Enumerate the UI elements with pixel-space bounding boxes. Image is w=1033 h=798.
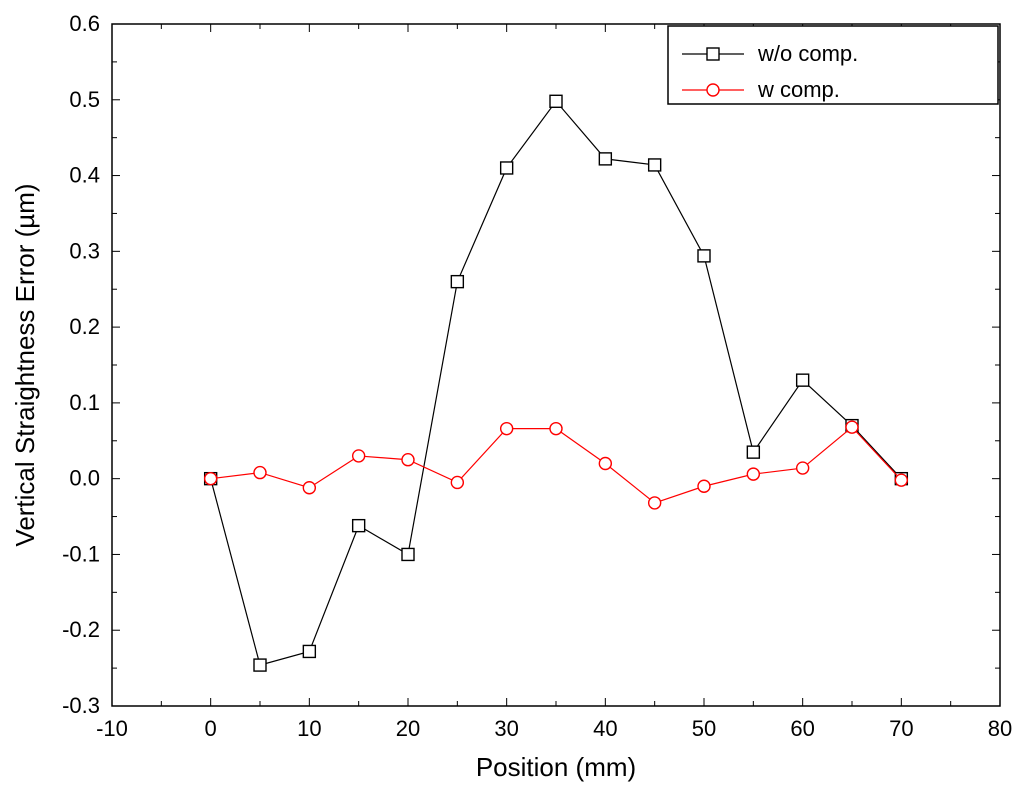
series-wo_comp-marker xyxy=(451,276,463,288)
series-wo_comp-marker xyxy=(353,520,365,532)
y-tick-label: -0.1 xyxy=(62,541,100,566)
series-w_comp-marker xyxy=(402,454,414,466)
x-tick-label: 70 xyxy=(889,716,913,741)
y-tick-label: 0.5 xyxy=(69,87,100,112)
x-tick-label: -10 xyxy=(96,716,128,741)
series-wo_comp-marker xyxy=(254,659,266,671)
series-w_comp-marker xyxy=(303,482,315,494)
legend: w/o comp. w comp. xyxy=(668,26,998,104)
series-wo_comp-marker xyxy=(501,162,513,174)
series-w_comp-marker xyxy=(550,423,562,435)
series-w_comp-marker xyxy=(501,423,513,435)
legend-w_comp-label: w comp. xyxy=(757,77,840,102)
chart-container: -10 0 10 20 30 40 50 60 70 80 -0.3 -0.2 -0.1 0.0 0.1 0.… xyxy=(0,0,1033,798)
straightness-error-chart: -10 0 10 20 30 40 50 60 70 80 -0.3 -0.2 -0.1 0.0 0.1 0.… xyxy=(0,0,1033,798)
x-tick-label: 30 xyxy=(494,716,518,741)
series-wo_comp-marker xyxy=(599,153,611,165)
x-tick-label: 0 xyxy=(205,716,217,741)
series-w_comp-marker xyxy=(797,462,809,474)
y-tick-label: 0.4 xyxy=(69,163,100,188)
y-tick-label: -0.3 xyxy=(62,693,100,718)
series-wo_comp-marker xyxy=(402,548,414,560)
x-tick-label: 50 xyxy=(692,716,716,741)
y-tick-label: 0.6 xyxy=(69,11,100,36)
x-tick-label: 60 xyxy=(790,716,814,741)
legend-wo_comp-label: w/o comp. xyxy=(757,41,858,66)
series-w_comp-marker xyxy=(451,476,463,488)
y-tick-label: 0.2 xyxy=(69,314,100,339)
y-tick-label: 0.3 xyxy=(69,238,100,263)
series-w_comp-marker xyxy=(599,458,611,470)
series-w_comp-marker xyxy=(353,450,365,462)
series-w_comp-marker xyxy=(895,474,907,486)
y-tick-label: 0.1 xyxy=(69,390,100,415)
y-tick-label: 0.0 xyxy=(69,466,100,491)
series-wo_comp-marker xyxy=(550,95,562,107)
series-w_comp-marker xyxy=(747,468,759,480)
series-wo_comp-marker xyxy=(698,250,710,262)
series-w_comp-marker xyxy=(649,497,661,509)
series-wo_comp-marker xyxy=(797,374,809,386)
x-tick-label: 80 xyxy=(988,716,1012,741)
y-axis-label: Vertical Straightness Error (µm) xyxy=(10,183,40,546)
series-wo_comp-marker xyxy=(303,645,315,657)
series-wo_comp-marker xyxy=(747,446,759,458)
y-tick-label: -0.2 xyxy=(62,617,100,642)
chart-background xyxy=(0,0,1033,798)
x-axis-label: Position (mm) xyxy=(476,752,636,782)
legend-wo_comp-marker xyxy=(707,48,719,60)
series-w_comp-marker xyxy=(846,421,858,433)
x-tick-label: 10 xyxy=(297,716,321,741)
x-tick-label: 40 xyxy=(593,716,617,741)
x-tick-label: 20 xyxy=(396,716,420,741)
series-wo_comp-marker xyxy=(649,159,661,171)
legend-w_comp-marker xyxy=(707,84,719,96)
series-w_comp-marker xyxy=(254,467,266,479)
series-w_comp-marker xyxy=(205,473,217,485)
series-w_comp-marker xyxy=(698,480,710,492)
